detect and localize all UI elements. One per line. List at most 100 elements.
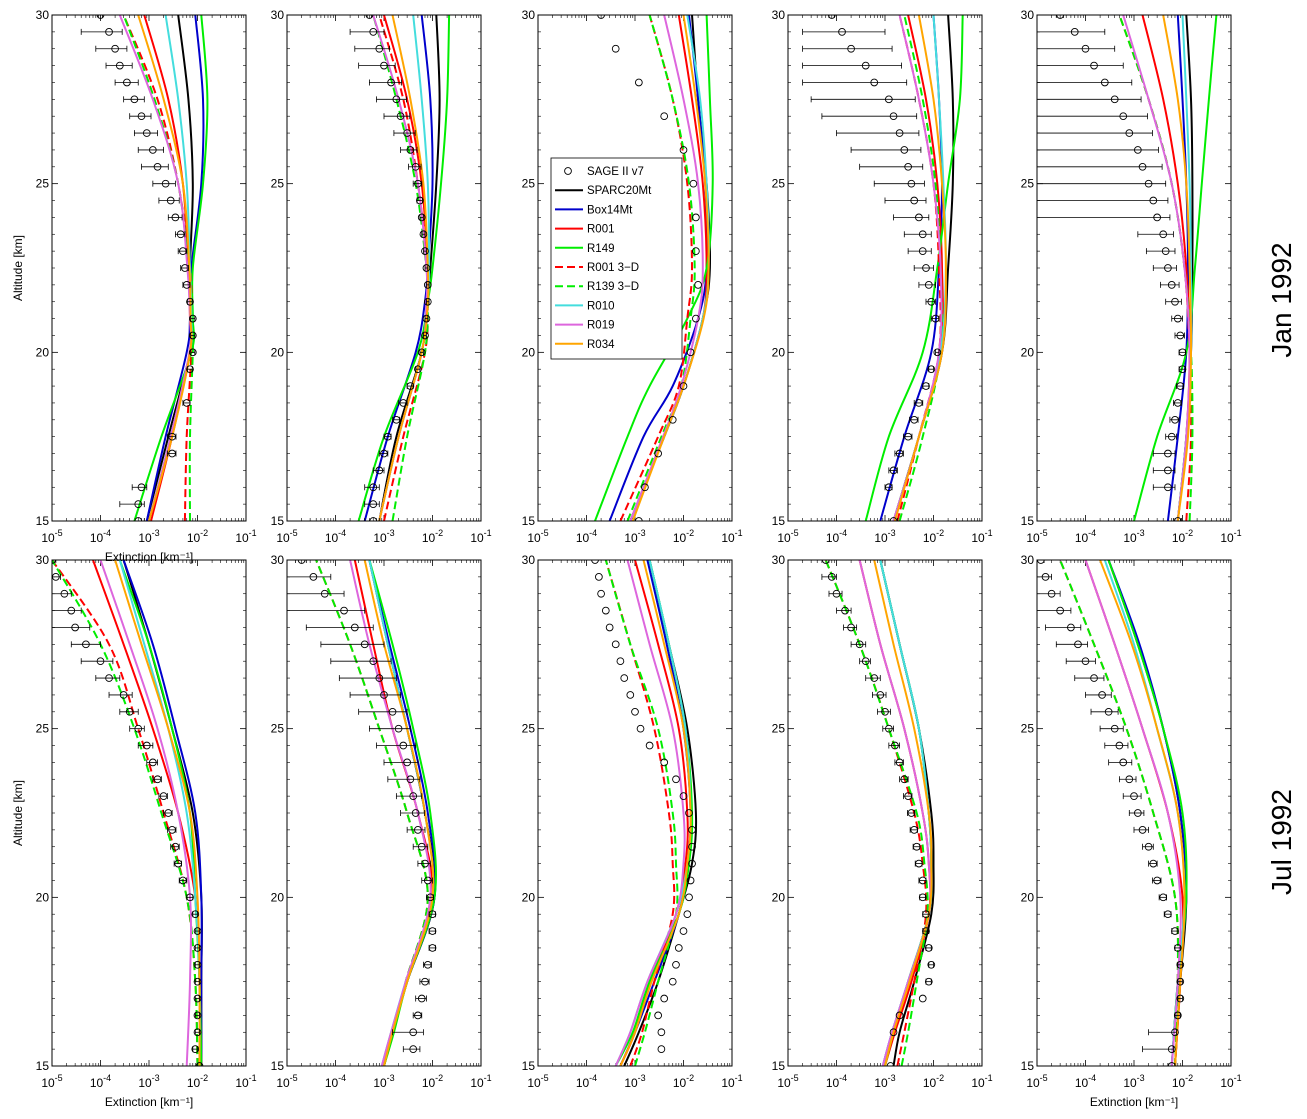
observation-marker <box>900 775 909 784</box>
series-line-r139-3-d <box>626 15 696 521</box>
plot-frame <box>286 14 482 522</box>
observation-marker <box>1047 589 1056 598</box>
x-tick-label: 10-1 <box>1220 1073 1241 1090</box>
observation-marker <box>297 560 306 564</box>
observation-marker <box>1164 910 1172 919</box>
observation-marker <box>927 960 936 969</box>
observation-marker <box>915 399 923 407</box>
observation-marker <box>142 129 151 137</box>
x-tick-label: 10-2 <box>1172 528 1193 545</box>
x-tick-label: 10-4 <box>90 528 111 545</box>
observation-marker <box>685 893 693 902</box>
observation-marker <box>668 415 677 424</box>
y-axis-label: Altitude [km] <box>11 235 25 301</box>
observation-marker <box>672 960 680 969</box>
observation-marker <box>105 674 113 682</box>
observation-marker <box>683 910 692 919</box>
observation-marker <box>421 859 429 868</box>
observation-marker <box>679 792 688 800</box>
y-tick-label: 30 <box>522 553 536 567</box>
observation-marker <box>406 382 415 390</box>
y-tick-label: 30 <box>271 8 285 22</box>
x-tick-label: 10-5 <box>41 528 62 545</box>
x-tick-label: 10-5 <box>1026 1073 1047 1090</box>
observation-marker <box>904 432 912 441</box>
y-tick-label: 25 <box>772 177 786 191</box>
plot-frame <box>286 559 482 1067</box>
observation-marker <box>164 809 173 817</box>
x-tick-label: 10-4 <box>1075 1073 1096 1090</box>
observation-marker <box>933 348 942 357</box>
series-line-r139-3-d <box>315 560 429 1066</box>
series-group <box>594 15 714 521</box>
x-tick-label: 10-1 <box>470 528 491 545</box>
x-tick-label: 10-1 <box>470 1073 491 1090</box>
x-tick-label: 10-5 <box>527 528 548 545</box>
series-group <box>824 560 935 1066</box>
observation-marker <box>616 657 625 666</box>
observation-marker <box>889 112 898 121</box>
series-line-box14mt <box>608 15 709 521</box>
observation-marker <box>388 707 397 716</box>
observation-marker <box>193 977 202 986</box>
observation-marker <box>188 314 197 323</box>
x-tick-label: 10-4 <box>1075 528 1096 545</box>
x-tick-label: 10-3 <box>138 528 159 545</box>
observation-marker <box>1144 179 1153 188</box>
observation-marker <box>889 466 898 475</box>
observation-marker <box>193 944 202 952</box>
observation-marker <box>918 247 927 255</box>
x-tick-label: 10-3 <box>874 528 895 545</box>
observation-marker <box>416 196 424 205</box>
series-line-r019 <box>614 560 686 1066</box>
x-tick-label: 10-1 <box>235 1073 256 1090</box>
series-line-r149 <box>1133 15 1218 521</box>
series-line-r001-3-d <box>604 560 676 1066</box>
observation-marker <box>1041 573 1050 581</box>
observation-marker <box>423 876 432 885</box>
legend-label-sage: SAGE II v7 <box>587 166 644 178</box>
observation-marker <box>1171 415 1179 424</box>
series-line-r034 <box>631 15 710 521</box>
observation-marker <box>171 213 180 222</box>
y-tick-label: 15 <box>522 1059 536 1073</box>
observation-marker <box>406 775 415 784</box>
x-tick-label: 10-5 <box>41 1073 62 1090</box>
x-tick-label: 10-3 <box>1123 1073 1144 1090</box>
plot-frame <box>787 559 983 1067</box>
observation-marker <box>694 281 702 289</box>
x-tick-label: 10-2 <box>673 1073 694 1090</box>
observation-marker <box>910 415 919 424</box>
observation-marker <box>924 281 933 289</box>
observation-marker <box>605 623 614 632</box>
observation-marker <box>895 129 904 137</box>
observation-marker <box>1167 432 1176 441</box>
observation-marker <box>1056 606 1064 615</box>
observation-marker <box>105 28 113 36</box>
observation-marker <box>924 944 933 952</box>
observation-marker <box>421 977 429 986</box>
observation-marker <box>1173 314 1182 323</box>
observation-marker <box>654 449 662 458</box>
observation-marker <box>660 112 669 121</box>
series-line-r019 <box>629 15 704 521</box>
x-tick-label: 10-4 <box>90 1073 111 1090</box>
observation-marker <box>153 162 162 171</box>
observation-marker <box>137 483 146 492</box>
observation-marker <box>611 44 620 53</box>
observation-marker <box>188 331 197 340</box>
observation-marker <box>369 500 378 508</box>
observation-marker <box>855 640 864 649</box>
observation-marker <box>71 623 79 632</box>
x-tick-label: 10-1 <box>721 1073 742 1090</box>
y-tick-label: 30 <box>522 8 536 22</box>
observation-marker <box>350 623 359 632</box>
y-tick-label: 15 <box>772 1059 786 1073</box>
observations <box>52 560 204 1066</box>
panel-1: 15 20 25 30 10-5 10-4 10-3 10-2 10-1 Altitude [km… <box>11 8 257 564</box>
x-tick-label: 10-4 <box>576 1073 597 1090</box>
x-tick-label: 10-3 <box>874 1073 895 1090</box>
legend: SAGE II v7 SPARC20Mt Box14Mt R001 R149 R001 3… <box>550 157 683 360</box>
plot-frame <box>51 14 247 522</box>
x-tick-label: 10-5 <box>276 528 297 545</box>
